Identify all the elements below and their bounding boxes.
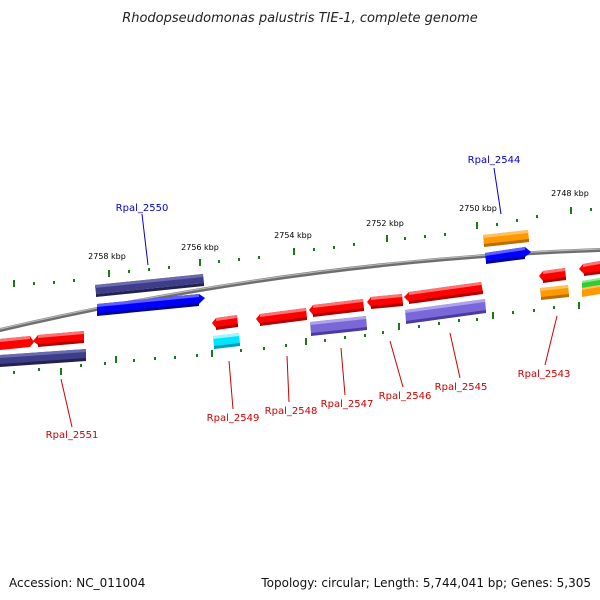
label-leaders bbox=[60, 167, 558, 428]
gene-label-rpal-2548[interactable]: Rpal_2548 bbox=[265, 406, 318, 417]
gene-red-2547[interactable] bbox=[309, 299, 364, 317]
gene-rpal-2548[interactable] bbox=[256, 308, 307, 326]
gene-red-2545[interactable] bbox=[404, 282, 483, 304]
gene-label-rpal-2551[interactable]: Rpal_2551 bbox=[46, 430, 99, 441]
gene-navy-lower-left[interactable] bbox=[0, 349, 86, 367]
gene-label-rpal-2547[interactable]: Rpal_2547 bbox=[321, 399, 374, 410]
gene-rpal-2544[interactable] bbox=[485, 247, 531, 264]
gene-rpal-2543[interactable] bbox=[540, 285, 569, 300]
lower-tick-row bbox=[13, 302, 580, 375]
gene-rpal-2551[interactable] bbox=[33, 331, 84, 347]
genome-title: Rhodopseudomonas palustris TIE-1, comple… bbox=[122, 11, 478, 26]
gene-orange-upper[interactable] bbox=[483, 230, 529, 247]
gene-orange-far-right[interactable] bbox=[582, 285, 600, 297]
kbp-label-2758: 2758 kbp bbox=[88, 252, 126, 261]
gene-red-small[interactable] bbox=[212, 315, 238, 330]
gene-label-rpal-2549[interactable]: Rpal_2549 bbox=[207, 413, 260, 424]
kbp-label-2756: 2756 kbp bbox=[181, 243, 219, 252]
gene-rpal-2550-navy[interactable] bbox=[95, 274, 204, 297]
kbp-label-2748: 2748 kbp bbox=[551, 189, 589, 198]
topology-text: Topology: circular; Length: 5,744,041 bp… bbox=[260, 576, 591, 590]
kbp-label-2754: 2754 kbp bbox=[274, 231, 312, 240]
gene-label-rpal-2550[interactable]: Rpal_2550 bbox=[116, 203, 169, 214]
gene-green-far-right[interactable] bbox=[582, 278, 600, 288]
upper-tick-row bbox=[13, 207, 592, 287]
gene-label-rpal-2544[interactable]: Rpal_2544 bbox=[468, 155, 521, 166]
gene-red-far-right[interactable] bbox=[579, 261, 600, 276]
kbp-label-2752: 2752 kbp bbox=[366, 219, 404, 228]
gene-label-rpal-2543[interactable]: Rpal_2543 bbox=[518, 369, 571, 380]
gene-label-rpal-2545[interactable]: Rpal_2545 bbox=[435, 382, 488, 393]
gene-rpal-2545[interactable] bbox=[405, 299, 486, 324]
kbp-label-2750: 2750 kbp bbox=[459, 204, 497, 213]
gene-red-right[interactable] bbox=[539, 268, 566, 283]
gene-rpal-2549[interactable] bbox=[213, 333, 240, 349]
accession-text: Accession: NC_011004 bbox=[9, 576, 145, 590]
gene-rpal-2550[interactable] bbox=[97, 294, 205, 316]
gene-rpal-2547[interactable] bbox=[310, 316, 367, 336]
gene-label-rpal-2546[interactable]: Rpal_2546 bbox=[379, 391, 432, 402]
gene-rpal-2546[interactable] bbox=[367, 294, 403, 309]
gene-red-far-left[interactable] bbox=[0, 336, 34, 350]
